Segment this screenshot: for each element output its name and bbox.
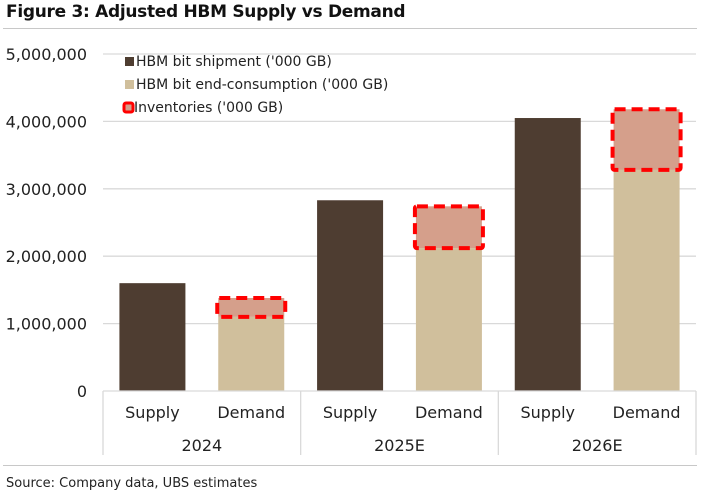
inventory-bar-outline (610, 107, 683, 172)
chart-svg: 0 1,000,000 2,000,000 3,000,000 4,000,000 5,0… (6, 45, 697, 455)
legend-label: Inventories ('000 GB) (134, 100, 283, 116)
legend-swatch-inventories (122, 101, 135, 114)
shipment-bar (514, 118, 581, 391)
x-tick-label: Demand (217, 403, 285, 422)
x-group-label: 2025E (374, 436, 425, 455)
legend-swatch-consumption (125, 80, 134, 89)
shipment-bar (317, 200, 384, 391)
inventory-bar-outline (412, 204, 485, 251)
legend-label: HBM bit shipment ('000 GB) (136, 54, 332, 70)
gridlines (103, 53, 696, 325)
x-tick-label: Supply (323, 403, 378, 422)
consumption-bar (218, 316, 285, 391)
x-tick-label: Supply (125, 403, 180, 422)
source-divider (3, 465, 697, 466)
x-tick-label: Demand (415, 403, 483, 422)
y-axis-ticks: 0 1,000,000 2,000,000 3,000,000 4,000,000 5,0… (6, 45, 87, 401)
y-tick-label: 3,000,000 (6, 180, 87, 199)
x-axis: Supply Demand Supply Demand Supply Demand 2024… (102, 390, 697, 455)
inventory-bar (218, 297, 285, 317)
chart-title: Figure 3: Adjusted HBM Supply vs Demand (6, 2, 406, 22)
title-divider (3, 28, 697, 29)
inventory-bar (415, 206, 482, 249)
legend: HBM bit shipment ('000 GB) HBM bit end-co… (122, 54, 388, 116)
consumption-bar (613, 169, 680, 391)
x-group-label: 2024 (181, 436, 222, 455)
shipment-bar (119, 283, 186, 391)
x-tick-label: Supply (520, 403, 575, 422)
y-tick-label: 2,000,000 (6, 247, 87, 266)
x-group-label: 2026E (572, 436, 623, 455)
y-tick-label: 0 (77, 382, 87, 401)
bars (119, 107, 683, 391)
legend-label: HBM bit end-consumption ('000 GB) (136, 77, 388, 93)
legend-swatch-shipment (125, 57, 134, 66)
x-tick-label: Demand (613, 403, 681, 422)
y-tick-label: 1,000,000 (6, 315, 87, 334)
inventory-bar-outline (215, 295, 288, 319)
inventory-bar (613, 109, 680, 170)
y-tick-label: 5,000,000 (6, 45, 87, 64)
source-note: Source: Company data, UBS estimates (6, 476, 258, 491)
y-tick-label: 4,000,000 (6, 112, 87, 131)
consumption-bar (415, 248, 482, 391)
